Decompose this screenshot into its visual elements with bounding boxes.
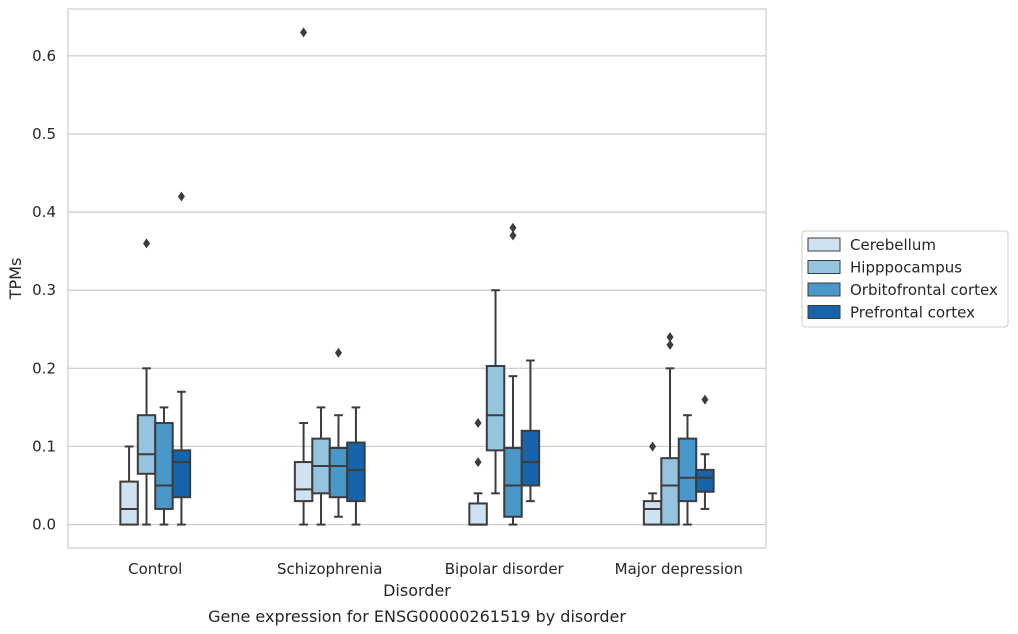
box-iqr [293,461,314,503]
box-iqr [642,500,663,526]
outlier-point [474,418,482,429]
box-hipppocampus-2 [485,289,506,495]
outlier-point [177,191,185,202]
box-iqr [136,414,157,475]
y-tick-label: 0.1 [32,437,56,455]
legend-swatch [807,282,841,297]
outlier-point [334,347,342,358]
box-prefrontal-cortex-1 [346,406,366,526]
y-tick-label: 0.3 [32,281,56,299]
x-tick-label: Schizophrenia [277,560,382,578]
legend-swatch [807,237,841,252]
box-iqr [485,364,506,452]
box-hipppocampus-0 [136,238,157,526]
box-iqr [346,441,366,503]
box-cerebellum-3 [642,441,663,526]
legend-entry-label: Hipppocampus [850,259,962,277]
outlier-point [666,332,674,343]
legend: Cerebellum Hipppocampus Orbitofrontal cort… [801,230,1009,328]
grid-lines [68,55,766,526]
box-iqr [677,437,698,503]
box-iqr [154,422,174,510]
box-iqr [171,449,192,499]
box-cerebellum-1 [293,27,314,526]
box-prefrontal-cortex-2 [520,359,541,503]
outlier-point [509,230,517,241]
box-iqr [503,447,523,518]
x-tick-label: Control [128,560,182,578]
boxes [119,27,715,526]
outlier-point [143,238,151,249]
box-prefrontal-cortex-0 [171,191,192,526]
box-iqr [695,468,715,493]
box-orbitofrontal-cortex-3 [677,414,698,526]
y-axis-label: TPMs [6,258,25,301]
box-orbitofrontal-cortex-0 [154,406,174,526]
outlier-point [509,222,517,233]
legend-entry-label: Prefrontal cortex [850,304,975,322]
outlier-point [474,457,482,468]
x-tick-label: Bipolar disorder [445,560,565,578]
box-hipppocampus-1 [311,406,331,526]
y-tick-label: 0.6 [32,47,56,65]
y-tick-label: 0.0 [32,516,56,534]
legend-swatch [807,260,841,274]
plot-area-frame [67,8,767,549]
y-tick-label: 0.2 [32,359,56,377]
box-cerebellum-0 [119,445,139,526]
outlier-point [666,339,674,350]
outlier-point [701,394,709,405]
outlier-point [649,441,657,452]
legend-entry-label: Orbitofrontal cortex [850,281,998,299]
box-prefrontal-cortex-3 [695,394,715,510]
chart-caption: Gene expression for ENSG00000261519 by d… [208,607,626,626]
legend-frame [801,230,1009,328]
legend-entry-label: Cerebellum [850,236,936,254]
x-tick-labels: Control Schizophrenia Bipolar disorder Majo… [128,560,743,578]
box-orbitofrontal-cortex-1 [328,347,349,518]
box-iqr [119,480,139,526]
box-iqr [520,429,541,487]
x-axis-label: Disorder [383,581,451,600]
y-tick-label: 0.4 [32,203,56,221]
box-orbitofrontal-cortex-2 [503,222,523,526]
y-tick-label: 0.5 [32,125,56,143]
x-tick-label: Major depression [615,560,743,578]
box-iqr [328,447,349,499]
box-hipppocampus-3 [660,332,680,526]
box-iqr [660,457,680,526]
box-cerebellum-2 [468,418,488,526]
outlier-point [300,27,308,38]
box-iqr [468,502,488,526]
legend-swatch [807,305,841,319]
y-tick-labels: 0.0 0.1 0.2 0.3 0.4 0.5 0.6 [32,47,56,534]
